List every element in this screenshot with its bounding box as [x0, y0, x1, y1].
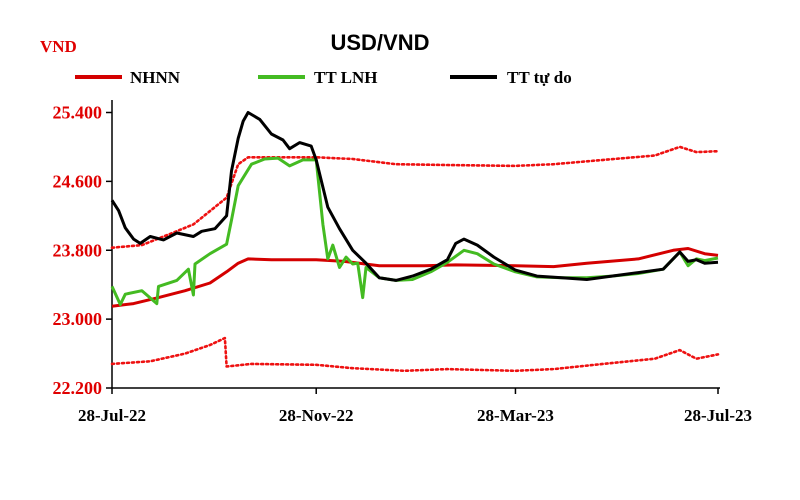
- series-tt-tu-do-line: [110, 111, 719, 282]
- series-lines: [110, 111, 720, 373]
- legend-label-tt-lnh: TT LNH: [314, 68, 377, 87]
- series-upper-band-line: [110, 145, 720, 249]
- legend: NHNN TT LNH TT tự do: [75, 68, 572, 87]
- legend-label-tt-tu-do: TT tự do: [507, 68, 572, 87]
- x-tick-label: 28-Jul-22: [78, 406, 146, 425]
- legend-label-nhnn: NHNN: [130, 68, 181, 87]
- y-ticks: 22.200 23.000 23.800 24.600 25.400: [53, 103, 112, 398]
- y-tick-label: 23.800: [53, 240, 103, 260]
- series-nhnn-line: [111, 247, 719, 308]
- x-tick-label: 28-Jul-23: [684, 406, 752, 425]
- series-tt-lnh-line: [110, 156, 719, 306]
- y-tick-label: 24.600: [53, 171, 103, 191]
- x-ticks: 28-Jul-22 28-Nov-22 28-Mar-23 28-Jul-23: [78, 388, 752, 425]
- y-unit-label: VND: [40, 37, 77, 56]
- y-tick-label: 23.000: [53, 309, 103, 329]
- x-tick-label: 28-Nov-22: [279, 406, 354, 425]
- chart-title: USD/VND: [330, 30, 429, 55]
- series-lower-band-line: [110, 336, 720, 373]
- y-tick-label: 25.400: [53, 103, 103, 123]
- y-tick-label: 22.200: [53, 378, 103, 398]
- x-tick-label: 28-Mar-23: [477, 406, 554, 425]
